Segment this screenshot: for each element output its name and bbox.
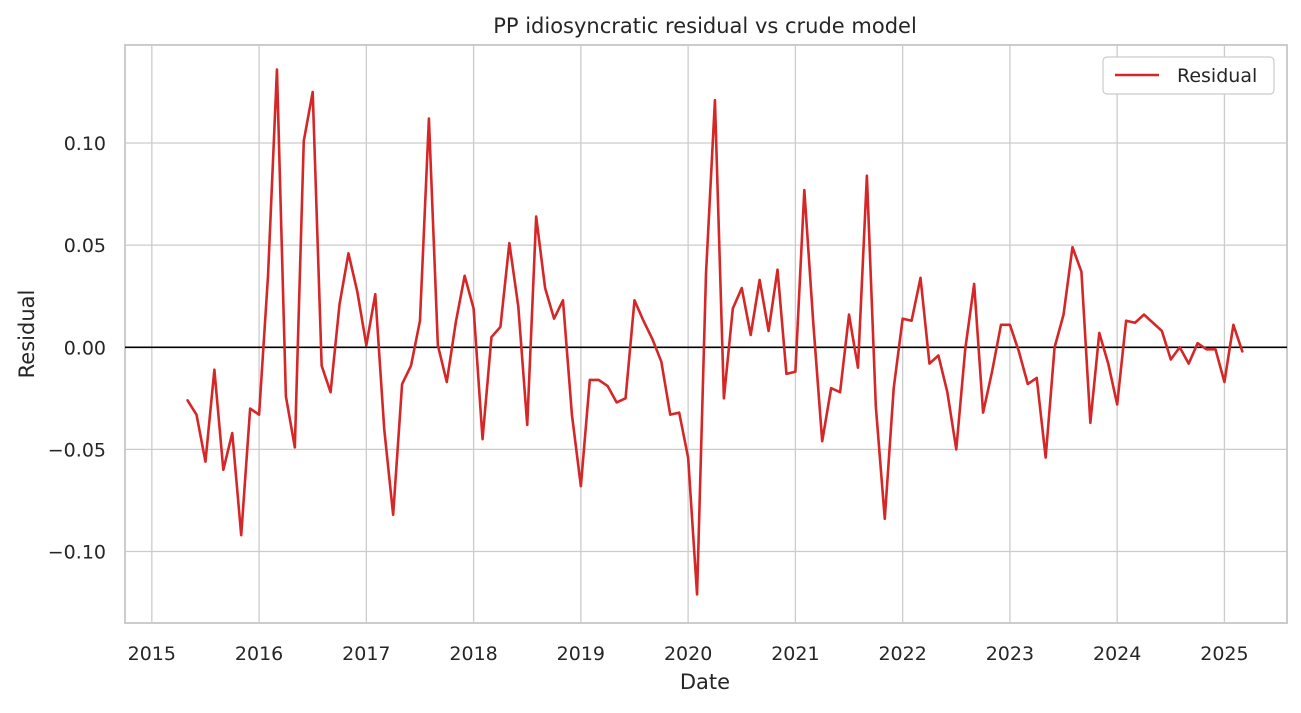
x-tick-label: 2022 [878,643,926,665]
x-tick-label: 2023 [986,643,1034,665]
y-axis-label: Residual [15,290,39,379]
y-tick-label: 0.00 [64,337,106,359]
y-tick-label: 0.10 [64,133,106,155]
x-tick-label: 2019 [557,643,605,665]
x-tick-label: 2018 [449,643,497,665]
x-tick-label: 2015 [128,643,176,665]
x-tick-label: 2025 [1200,643,1248,665]
axes [124,44,1288,624]
series-line-residual [186,68,1244,596]
x-axis-label: Date [680,670,730,694]
x-tick-label: 2017 [342,643,390,665]
legend-label-residual: Residual [1177,65,1257,87]
y-tick-label: 0.05 [64,235,106,257]
legend-box [1102,56,1275,95]
x-tick-label: 2016 [235,643,283,665]
x-tick-label: 2024 [1093,643,1141,665]
x-tick-label: 2020 [664,643,712,665]
plot-frame [124,44,1288,624]
legend: Residual [1102,56,1275,95]
y-tick-label: −0.10 [48,542,106,564]
y-tick-label: −0.05 [48,439,106,461]
series-layer [186,68,1244,596]
tick-labels: 2015 2016 2017 2018 2019 2020 2021 2022 2023 2024… [48,133,1249,665]
chart-title: PP idiosyncratic residual vs crude model [493,14,917,38]
x-tick-label: 2021 [771,643,819,665]
